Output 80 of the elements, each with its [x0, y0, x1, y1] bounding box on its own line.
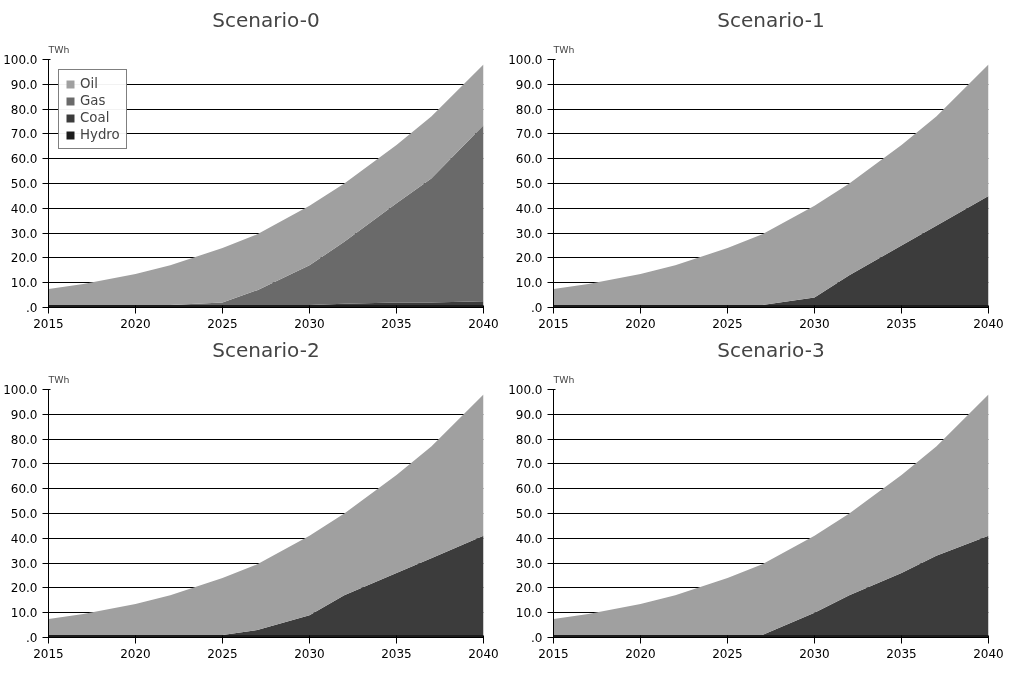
- y-axis-title: TWh: [47, 373, 70, 385]
- y-tick-label: .0: [531, 631, 543, 645]
- y-tick-label: 50.0: [515, 177, 543, 191]
- y-tick-label: 50.0: [10, 177, 38, 191]
- x-tick-label: 2040: [468, 316, 499, 331]
- x-tick-label: 2020: [625, 316, 656, 331]
- y-tick-label: .0: [531, 301, 543, 315]
- y-tick-label: 100.0: [508, 383, 543, 397]
- y-tick-label: 40.0: [10, 531, 38, 546]
- y-tick-label: 90.0: [515, 77, 543, 92]
- y-tick-label: 30.0: [515, 226, 543, 241]
- legend-label: Hydro: [80, 127, 120, 142]
- y-tick-label: 30.0: [10, 556, 38, 571]
- y-tick-label: 60.0: [515, 482, 543, 497]
- y-tick-label: 100.0: [508, 53, 543, 67]
- y-tick-label: 80.0: [10, 432, 38, 447]
- y-tick-label: 10.0: [515, 606, 543, 621]
- x-tick-label: 2025: [207, 316, 238, 331]
- y-tick-label: 90.0: [515, 407, 543, 422]
- y-tick-label: .0: [26, 301, 38, 315]
- x-tick-label: 2020: [625, 646, 656, 661]
- y-tick-label: 80.0: [515, 102, 543, 117]
- y-tick-label: 40.0: [515, 531, 543, 546]
- x-tick-label: 2025: [207, 646, 238, 661]
- y-tick-label: 10.0: [10, 606, 38, 621]
- y-tick-label: 70.0: [10, 127, 38, 142]
- y-tick-label: 80.0: [10, 102, 38, 117]
- chart-title: Scenario-2: [212, 337, 320, 362]
- x-tick-label: 2040: [973, 646, 1004, 661]
- x-tick-label: 2040: [973, 316, 1004, 331]
- legend-label: Oil: [80, 76, 99, 91]
- y-tick-label: 30.0: [515, 556, 543, 571]
- y-tick-label: 100.0: [3, 53, 38, 67]
- x-tick-label: 2025: [712, 316, 743, 331]
- chart-title: Scenario-0: [212, 7, 320, 32]
- x-tick-label: 2035: [381, 646, 412, 661]
- x-tick-label: 2015: [538, 316, 569, 331]
- x-tick-label: 2020: [120, 316, 151, 331]
- y-tick-label: 100.0: [3, 383, 38, 397]
- y-tick-label: 90.0: [10, 77, 38, 92]
- y-tick-label: 60.0: [515, 152, 543, 167]
- y-axis-title: TWh: [552, 43, 575, 55]
- x-tick-label: 2015: [538, 646, 569, 661]
- y-tick-label: 90.0: [10, 407, 38, 422]
- y-tick-label: 70.0: [515, 457, 543, 472]
- chart-title: Scenario-1: [717, 7, 825, 32]
- y-tick-label: 70.0: [10, 457, 38, 472]
- y-tick-label: 20.0: [10, 251, 38, 266]
- x-tick-label: 2030: [294, 646, 325, 661]
- legend-label: Gas: [80, 93, 106, 108]
- y-tick-label: 50.0: [515, 507, 543, 521]
- y-tick-label: 30.0: [10, 226, 38, 241]
- x-tick-label: 2015: [33, 316, 64, 331]
- y-tick-label: 10.0: [10, 276, 38, 291]
- y-tick-label: 20.0: [515, 581, 543, 596]
- y-tick-label: 80.0: [515, 432, 543, 447]
- x-tick-label: 2030: [799, 646, 830, 661]
- x-tick-label: 2025: [712, 646, 743, 661]
- y-tick-label: 40.0: [10, 201, 38, 216]
- x-tick-label: 2035: [886, 316, 917, 331]
- y-tick-label: 10.0: [515, 276, 543, 291]
- x-tick-label: 2030: [799, 316, 830, 331]
- y-tick-label: 70.0: [515, 127, 543, 142]
- y-tick-label: .0: [26, 631, 38, 645]
- y-tick-label: 20.0: [10, 581, 38, 596]
- x-tick-label: 2015: [33, 646, 64, 661]
- x-tick-label: 2040: [468, 646, 499, 661]
- y-tick-label: 40.0: [515, 201, 543, 216]
- y-tick-label: 50.0: [10, 507, 38, 521]
- chart-title: Scenario-3: [717, 337, 825, 362]
- x-tick-label: 2035: [886, 646, 917, 661]
- x-tick-label: 2035: [381, 316, 412, 331]
- legend-label: Coal: [80, 110, 110, 125]
- y-tick-label: 20.0: [515, 251, 543, 266]
- y-axis-title: TWh: [552, 373, 575, 385]
- y-axis-title: TWh: [47, 43, 70, 55]
- x-tick-label: 2030: [294, 316, 325, 331]
- y-tick-label: 60.0: [10, 482, 38, 497]
- y-tick-label: 60.0: [10, 152, 38, 167]
- x-tick-label: 2020: [120, 646, 151, 661]
